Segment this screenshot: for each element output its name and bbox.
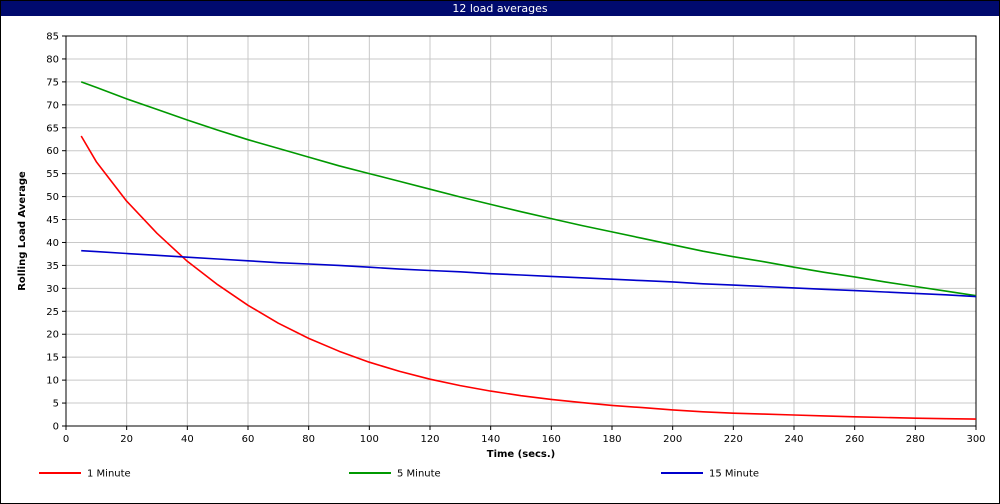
- y-tick-label: 80: [46, 54, 59, 65]
- series-lines: [80, 81, 977, 420]
- y-tick-label: 40: [46, 238, 59, 249]
- x-tick-label: 140: [481, 434, 500, 445]
- x-tick-label: 300: [966, 434, 985, 445]
- y-tick-label: 25: [46, 307, 59, 318]
- x-tick-label: 260: [845, 434, 864, 445]
- x-tick-label: 280: [906, 434, 925, 445]
- y-axis-title: Rolling Load Average: [17, 171, 28, 291]
- x-tick-label: 180: [602, 434, 621, 445]
- series-line-15-minute: [81, 249, 977, 298]
- x-tick-label: 60: [242, 434, 255, 445]
- x-tick-label: 200: [663, 434, 682, 445]
- y-tick-label: 30: [46, 284, 59, 295]
- y-tick-label: 60: [46, 146, 59, 157]
- grid: [65, 35, 977, 427]
- y-tick-label: 15: [46, 353, 59, 364]
- x-tick-label: 160: [542, 434, 561, 445]
- series-line-5-minute: [80, 81, 977, 297]
- y-tick-label: 75: [46, 77, 59, 88]
- y-tick-label: 20: [46, 330, 59, 341]
- y-tick-label: 50: [46, 192, 59, 203]
- y-tick-label: 70: [46, 100, 59, 111]
- x-tick-label: 40: [181, 434, 194, 445]
- x-tick-label: 80: [302, 434, 315, 445]
- y-tick-label: 5: [53, 399, 59, 410]
- legend-label-15-minute: 15 Minute: [709, 469, 759, 480]
- y-tick-label: 55: [46, 169, 59, 180]
- y-tick-label: 85: [46, 32, 59, 43]
- window-title: 12 load averages: [1, 1, 999, 16]
- x-tick-label: 20: [120, 434, 133, 445]
- plot-area: [66, 36, 976, 426]
- x-tick-label: 240: [784, 434, 803, 445]
- load-average-chart: 0 20 40 60 80 100 120 140 160 180 200 220 240 260 280 3…: [17, 32, 986, 480]
- legend-label-1-minute: 1 Minute: [87, 469, 131, 480]
- legend: 1 Minute 5 Minute 15 Minute: [39, 469, 759, 480]
- y-tick-label: 45: [46, 215, 59, 226]
- x-tick-label: 0: [63, 434, 69, 445]
- y-tick-label: 10: [46, 376, 59, 387]
- x-tick-label: 220: [724, 434, 743, 445]
- x-tick-label: 120: [420, 434, 439, 445]
- legend-label-5-minute: 5 Minute: [397, 469, 441, 480]
- series-line-1-minute: [80, 135, 977, 420]
- y-tick-label: 65: [46, 123, 59, 134]
- x-axis-title: Time (secs.): [487, 449, 556, 460]
- axes: 0 20 40 60 80 100 120 140 160 180 200 220 240 260 280 3…: [46, 32, 985, 446]
- y-tick-label: 35: [46, 261, 59, 272]
- y-tick-label: 0: [53, 422, 59, 433]
- x-tick-label: 100: [360, 434, 379, 445]
- plot-frame: [65, 35, 977, 427]
